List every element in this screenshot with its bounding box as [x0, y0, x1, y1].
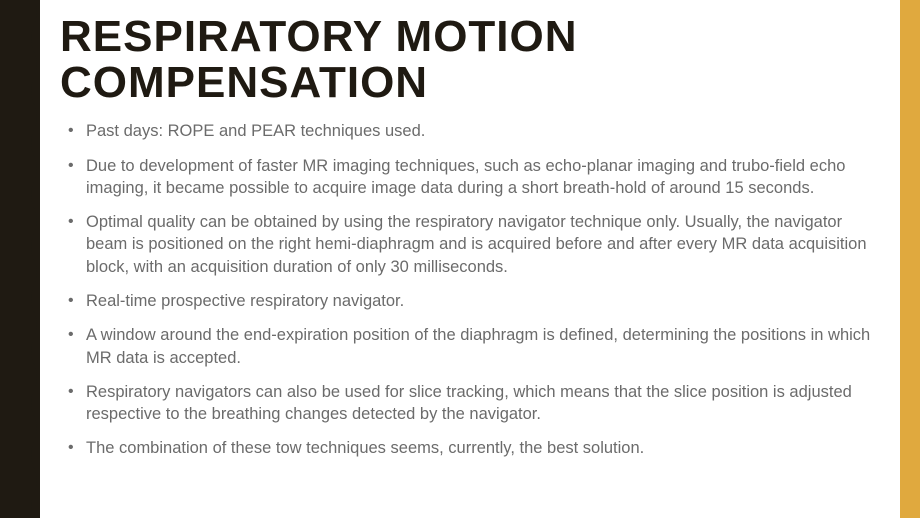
wavy-edge [0, 0, 46, 518]
right-decorative-strip [900, 0, 920, 518]
list-item: Respiratory navigators can also be used … [64, 381, 884, 426]
list-item: Optimal quality can be obtained by using… [64, 211, 884, 278]
list-item: Due to development of faster MR imaging … [64, 155, 884, 200]
left-decorative-strip [0, 0, 40, 518]
slide-title: RESPIRATORY MOTION COMPENSATION [60, 14, 884, 106]
list-item: Real-time prospective respiratory naviga… [64, 290, 884, 312]
list-item: Past days: ROPE and PEAR techniques used… [64, 120, 884, 142]
slide-content: RESPIRATORY MOTION COMPENSATION Past day… [60, 14, 884, 504]
list-item: A window around the end-expiration posit… [64, 324, 884, 369]
list-item: The combination of these tow techniques … [64, 437, 884, 459]
bullet-list: Past days: ROPE and PEAR techniques used… [60, 120, 884, 459]
